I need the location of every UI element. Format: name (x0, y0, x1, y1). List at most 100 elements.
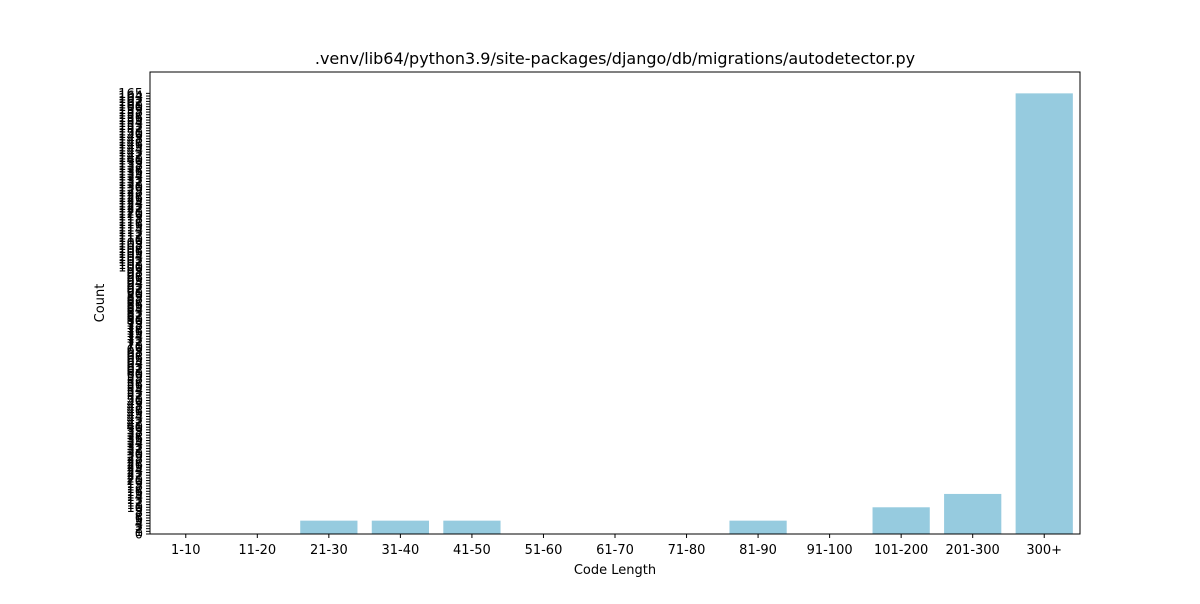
y-tick-label: 115 (118, 220, 143, 235)
y-tick-label: 123 (118, 199, 143, 214)
y-tick-label: 50 (126, 394, 143, 409)
y-tick-label: 75 (126, 327, 143, 342)
x-tick-label: 91-100 (807, 543, 853, 558)
y-tick-label: 69 (126, 343, 143, 358)
y-tick-label: 147 (118, 135, 143, 150)
chart-title: .venv/lib64/python3.9/site-packages/djan… (315, 49, 915, 68)
y-tick-label: 29 (126, 450, 143, 465)
x-tick-label: 21-30 (310, 543, 348, 558)
y-tick-label: 36 (126, 431, 143, 446)
y-tick-label: 85 (126, 301, 143, 316)
y-tick-label: 54 (126, 383, 143, 398)
y-tick-label: 18 (126, 479, 143, 494)
y-tick-label: 132 (118, 175, 143, 190)
y-tick-label: 97 (126, 268, 143, 283)
y-tick-label: 99 (126, 263, 143, 278)
y-tick-label: 146 (118, 138, 143, 153)
y-tick-label: 148 (118, 132, 143, 147)
y-tick-label: 25 (126, 461, 143, 476)
y-tick-label: 7 (135, 509, 143, 524)
y-tick-label: 110 (118, 234, 143, 249)
y-tick-label: 91 (126, 284, 143, 299)
y-tick-label: 81 (126, 311, 143, 326)
y-tick-label: 31 (126, 445, 143, 460)
y-tick-label: 12 (126, 495, 143, 510)
y-tick-label: 9 (135, 503, 143, 518)
y-axis-ticks: 0123456789101112131415161718192021222324… (118, 87, 150, 543)
y-tick-label: 24 (126, 463, 143, 478)
y-tick-label: 152 (118, 122, 143, 137)
x-tick-label: 201-300 (946, 543, 1000, 558)
y-tick-label: 44 (126, 410, 143, 425)
y-tick-label: 95 (126, 274, 143, 289)
y-tick-label: 93 (126, 279, 143, 294)
y-tick-label: 102 (118, 255, 143, 270)
y-tick-label: 158 (118, 106, 143, 121)
y-tick-label: 16 (126, 485, 143, 500)
y-tick-label: 134 (118, 170, 143, 185)
y-tick-label: 120 (118, 207, 143, 222)
y-tick-label: 106 (118, 244, 143, 259)
y-tick-label: 96 (126, 271, 143, 286)
y-tick-label: 149 (118, 130, 143, 145)
y-tick-label: 37 (126, 429, 143, 444)
y-tick-label: 154 (118, 116, 143, 131)
y-tick-label: 112 (118, 228, 143, 243)
y-tick-label: 59 (126, 370, 143, 385)
y-tick-label: 38 (126, 426, 143, 441)
x-axis-label: Code Length (574, 563, 656, 578)
y-tick-label: 10 (126, 501, 143, 516)
x-tick-label: 61-70 (596, 543, 634, 558)
bar-81-90 (729, 520, 787, 534)
y-tick-label: 82 (126, 309, 143, 324)
y-tick-label: 118 (118, 212, 143, 227)
x-tick-label: 101-200 (874, 543, 928, 558)
y-tick-label: 64 (126, 357, 143, 372)
y-tick-label: 47 (126, 402, 143, 417)
y-tick-label: 128 (118, 186, 143, 201)
y-tick-label: 124 (118, 196, 143, 211)
y-tick-label: 107 (118, 242, 143, 257)
y-tick-label: 136 (118, 164, 143, 179)
y-tick-label: 48 (126, 399, 143, 414)
y-tick-label: 43 (126, 413, 143, 428)
y-tick-label: 67 (126, 349, 143, 364)
y-tick-label: 65 (126, 354, 143, 369)
y-tick-label: 17 (126, 482, 143, 497)
y-tick-label: 30 (126, 447, 143, 462)
y-tick-label: 119 (118, 210, 143, 225)
y-tick-label: 127 (118, 188, 143, 203)
y-tick-label: 162 (118, 95, 143, 110)
bar-41-50 (443, 520, 501, 534)
y-tick-label: 164 (118, 90, 143, 105)
y-tick-label: 42 (126, 415, 143, 430)
y-tick-label: 40 (126, 421, 143, 436)
y-tick-label: 13 (126, 493, 143, 508)
y-tick-label: 130 (118, 180, 143, 195)
y-tick-label: 61 (126, 365, 143, 380)
y-tick-label: 34 (126, 437, 143, 452)
y-tick-label: 122 (118, 202, 143, 217)
y-tick-label: 140 (118, 154, 143, 169)
y-tick-label: 32 (126, 442, 143, 457)
y-tick-label: 131 (118, 178, 143, 193)
y-tick-label: 76 (126, 325, 143, 340)
y-tick-label: 2 (135, 522, 143, 537)
y-tick-label: 160 (118, 100, 143, 115)
y-tick-label: 60 (126, 367, 143, 382)
y-tick-label: 41 (126, 418, 143, 433)
y-tick-label: 46 (126, 405, 143, 420)
y-tick-label: 28 (126, 453, 143, 468)
y-tick-label: 5 (135, 514, 143, 529)
x-tick-label: 31-40 (381, 543, 419, 558)
y-tick-label: 155 (118, 114, 143, 129)
y-tick-label: 142 (118, 148, 143, 163)
y-tick-label: 11 (126, 498, 143, 513)
y-tick-label: 77 (126, 322, 143, 337)
y-tick-label: 135 (118, 167, 143, 182)
y-tick-label: 143 (118, 146, 143, 161)
y-tick-label: 86 (126, 298, 143, 313)
y-tick-label: 104 (118, 250, 143, 265)
